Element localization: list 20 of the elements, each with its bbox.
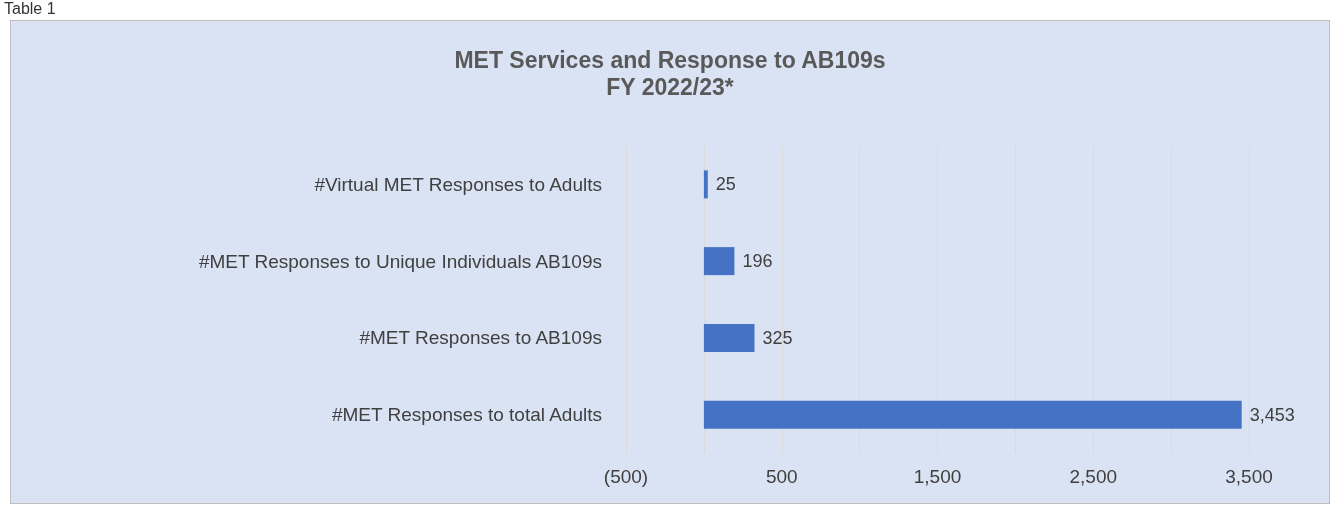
y-tick-label: #MET Responses to Unique Individuals AB109s — [198, 250, 602, 272]
data-label: 3,453 — [1249, 404, 1295, 425]
bar — [703, 170, 708, 199]
data-label: 325 — [762, 327, 793, 348]
chart-title: MET Services and Response to AB109s — [454, 46, 886, 73]
data-label: 196 — [742, 251, 773, 272]
data-label: 25 — [715, 174, 736, 195]
chart-subtitle: FY 2022/23* — [606, 73, 734, 100]
x-tick-label: 500 — [765, 466, 798, 487]
y-tick-label: #MET Responses to total Adults — [331, 404, 602, 426]
y-tick-label: #Virtual MET Responses to Adults — [314, 173, 602, 195]
x-tick-label: 2,500 — [1069, 466, 1118, 487]
caption: Table 1 — [4, 0, 56, 18]
y-tick-label: #MET Responses to AB109s — [359, 327, 602, 349]
bar — [703, 247, 735, 276]
x-tick-label: 3,500 — [1225, 466, 1273, 487]
x-tick-label: 1,500 — [913, 466, 962, 487]
x-tick-label: (500) — [603, 466, 649, 487]
bar — [703, 400, 1242, 429]
bar — [703, 323, 755, 352]
